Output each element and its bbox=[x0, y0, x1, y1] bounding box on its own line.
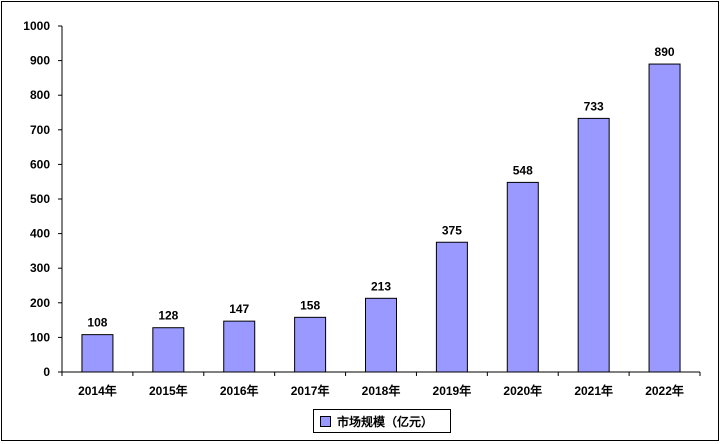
y-tick-label: 400 bbox=[30, 227, 50, 241]
legend-label: 市场规模（亿元） bbox=[337, 414, 434, 429]
data-label: 128 bbox=[158, 309, 178, 323]
legend: 市场规模（亿元） bbox=[313, 409, 451, 433]
y-tick-label: 1000 bbox=[23, 19, 50, 33]
data-label: 375 bbox=[442, 223, 462, 237]
y-tick-label: 200 bbox=[30, 296, 50, 310]
y-tick-label: 700 bbox=[30, 123, 50, 137]
x-tick-label: 2020年 bbox=[503, 383, 542, 398]
x-tick-label: 2016年 bbox=[220, 383, 259, 398]
y-tick-label: 800 bbox=[30, 88, 50, 102]
bar bbox=[223, 320, 256, 373]
y-tick-label: 300 bbox=[30, 261, 50, 275]
data-label: 108 bbox=[87, 316, 107, 330]
legend-swatch bbox=[320, 415, 331, 427]
x-tick-label: 2018年 bbox=[362, 383, 401, 398]
bar bbox=[152, 327, 185, 373]
y-tick-label: 0 bbox=[43, 365, 50, 379]
x-tick-label: 2022年 bbox=[645, 383, 684, 398]
bar bbox=[365, 297, 397, 373]
y-tick-label: 600 bbox=[30, 157, 50, 171]
x-tick-label: 2021年 bbox=[574, 383, 613, 398]
x-tick-label: 2017年 bbox=[291, 383, 330, 398]
bar bbox=[81, 334, 114, 373]
bar bbox=[648, 63, 681, 373]
bar bbox=[506, 181, 539, 373]
bar bbox=[577, 117, 610, 373]
data-label: 158 bbox=[300, 298, 320, 312]
y-tick-label: 900 bbox=[30, 54, 50, 68]
x-tick-label: 2015年 bbox=[149, 383, 188, 398]
data-label: 147 bbox=[229, 302, 249, 316]
data-label: 733 bbox=[584, 99, 604, 113]
data-label: 890 bbox=[655, 45, 675, 59]
y-tick-label: 100 bbox=[30, 330, 50, 344]
x-tick-label: 2014年 bbox=[78, 383, 117, 398]
data-label: 213 bbox=[371, 279, 391, 293]
data-label: 548 bbox=[513, 163, 533, 177]
bar bbox=[435, 241, 468, 373]
x-tick-label: 2019年 bbox=[433, 383, 472, 398]
bar bbox=[294, 316, 327, 373]
y-tick-label: 500 bbox=[30, 192, 50, 206]
